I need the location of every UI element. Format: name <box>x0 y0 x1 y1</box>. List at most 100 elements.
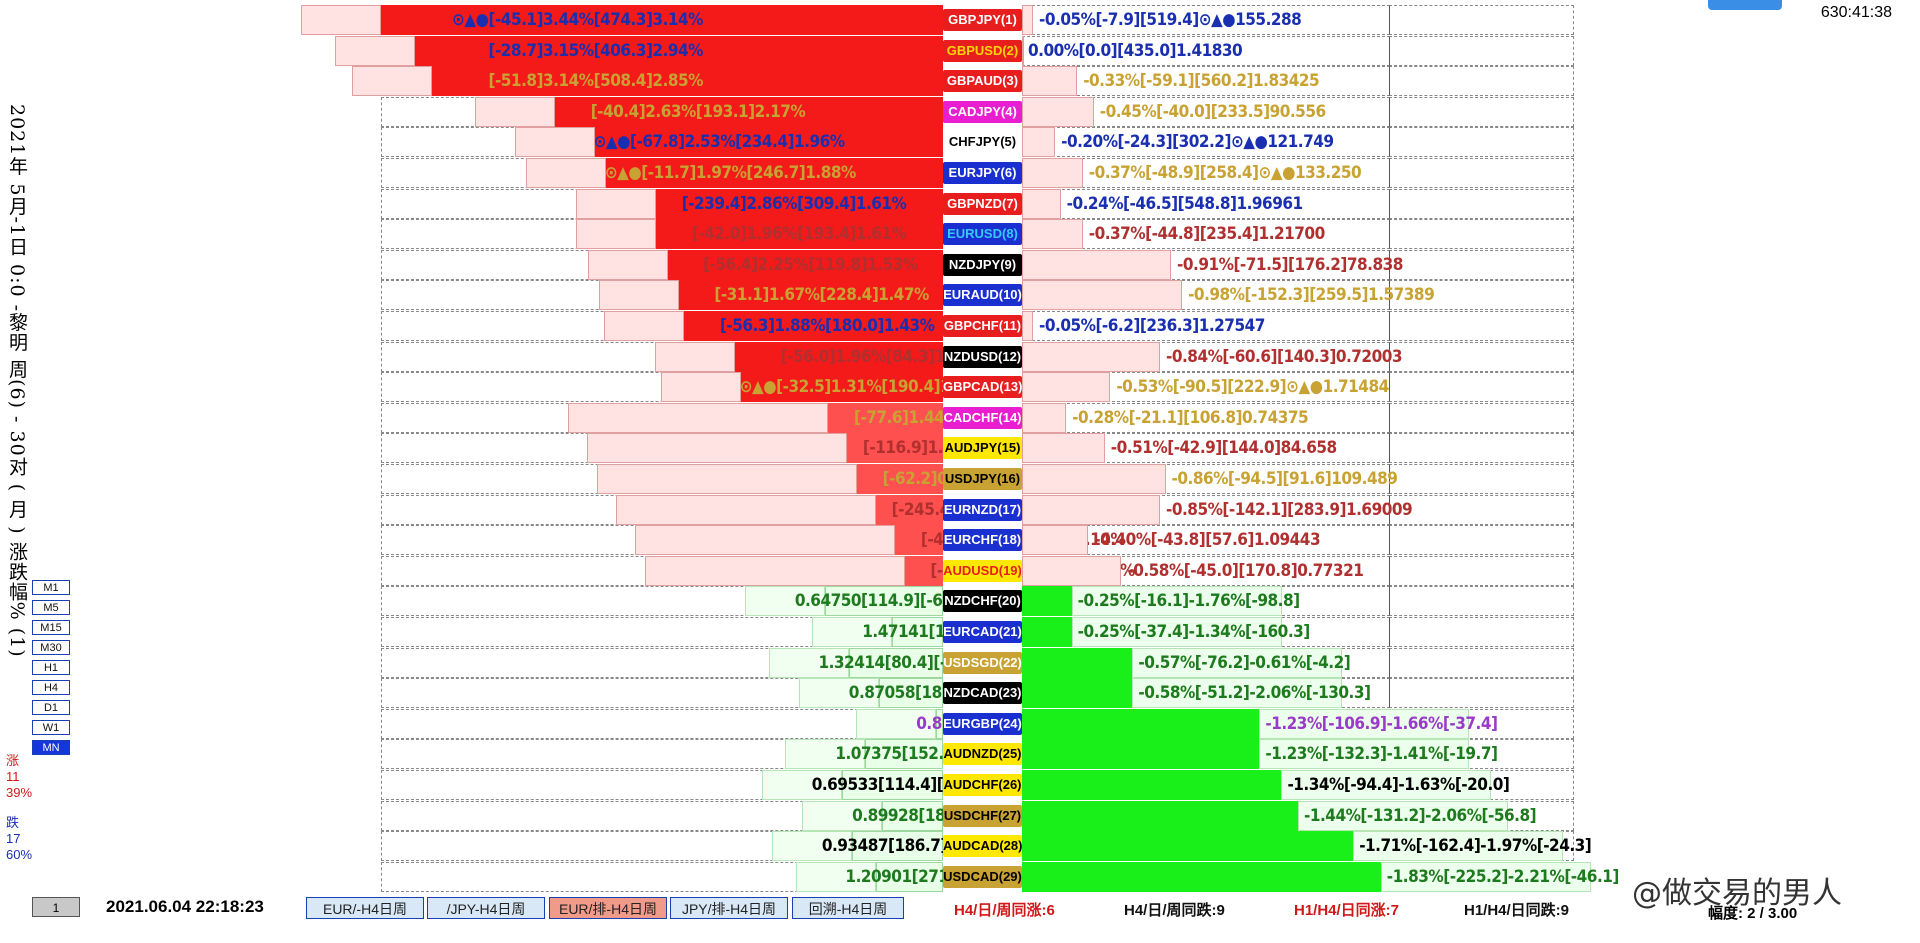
left-bar <box>684 311 943 341</box>
table-row[interactable]: 0.64750[114.9][-62.6]0.96% NZDCHF(20) -0.2… <box>0 586 1920 617</box>
table-row[interactable]: 1.20901[271.3][-68.4]0.56%USDCAD(29)-1.8… <box>0 861 1920 892</box>
right-bar-background <box>1298 800 1508 831</box>
table-row[interactable]: [-28.7]3.15%[406.3]2.94% GBPUSD(2) 0.00%[0… <box>0 35 1920 66</box>
table-row[interactable]: ⊙▲●[-45.1]3.44%[474.3]3.14% GBPJPY(1) -0.0… <box>0 5 1920 35</box>
table-row[interactable]: [-116.9]1.71%[27.1]0.32%AUDJPY(15)-0.51%… <box>0 433 1920 464</box>
table-row[interactable]: 0.85803[144.3][-5.1]0.06%EURGBP(24)-1.23… <box>0 708 1920 739</box>
right-bar <box>1022 280 1183 311</box>
table-row[interactable]: 0.93487[186.7][-73.2]0.77% AUDCAD(28) -1.7… <box>0 831 1920 862</box>
table-row[interactable]: [-56.4]2.25%[119.8]1.53% NZDJPY(9) -0.91%[… <box>0 249 1920 280</box>
timeframe-d1-button[interactable]: D1 <box>32 700 70 715</box>
datetime: 2021.06.04 22:18:23 <box>106 897 264 916</box>
pair-label[interactable]: AUDJPY(15) <box>943 437 1022 460</box>
table-row[interactable]: [-77.6]1.44%[29.2]0.39%CADCHF(14)-0.28%[… <box>0 402 1920 433</box>
pair-label[interactable]: CHFJPY(5) <box>943 131 1022 154</box>
pair-label[interactable]: NZDJPY(9) <box>943 253 1022 276</box>
tab-jpy-rank-h4[interactable]: JPY/排-H4日周 <box>670 897 788 919</box>
pair-label[interactable]: USDCAD(29) <box>943 865 1022 888</box>
table-row[interactable]: 0.87058[181.5][-47.0]0.53%NZDCAD(23)-0.5… <box>0 678 1920 709</box>
right-value-text: -1.83%[-225.2]-2.21%[-46.1] <box>1386 866 1620 887</box>
tab-jpy-h4[interactable]: /JPY-H4日周 <box>427 897 545 919</box>
table-row[interactable]: [-239.4]2.86%[309.4]1.61% GBPNZD(7) -0.24%… <box>0 188 1920 219</box>
left-bar <box>740 372 943 403</box>
left-bar-background <box>812 617 893 647</box>
pair-label[interactable]: CADCHF(14) <box>943 406 1022 429</box>
pair-label[interactable]: EURNZD(17) <box>943 498 1022 521</box>
tab-backtrack-h4[interactable]: 回溯-H4日周 <box>792 897 904 919</box>
right-bar <box>1022 433 1105 464</box>
table-row[interactable]: 1.47141[197.7][-60.9]0.41%EURCAD(21)-0.2… <box>0 617 1920 647</box>
left-bar <box>904 555 943 586</box>
right-bar <box>1022 158 1083 188</box>
page-button[interactable]: 1 <box>32 897 80 917</box>
left-bar-background <box>597 464 857 494</box>
right-value-text: -0.37%[-44.8][235.4]1.21700 <box>1088 224 1326 245</box>
timeframe-w1-button[interactable]: W1 <box>32 720 70 735</box>
down-stat-label: 跌 <box>6 815 20 830</box>
stat-h4-day-week-down: H4/日/周同跌:9 <box>1124 902 1225 919</box>
pair-label[interactable]: AUDUSD(19) <box>943 559 1022 582</box>
pair-label[interactable]: GBPAUD(3) <box>943 70 1022 93</box>
table-row[interactable]: ⊙▲●[-32.5]1.31%[190.4]1.12% GBPCAD(13) -0.… <box>0 372 1920 403</box>
table-row[interactable]: 0.69533[114.4][-59.1]0.84% AUDCHF(26) -1.3… <box>0 770 1920 800</box>
pair-label[interactable]: NZDUSD(12) <box>943 345 1022 368</box>
pair-label[interactable]: EURGBP(24) <box>943 712 1022 735</box>
right-value-text: -0.58%[-45.0][170.8]0.77321 <box>1127 560 1364 581</box>
table-row[interactable]: [-56.3]1.88%[180.0]1.43% GBPCHF(11) -0.05%… <box>0 311 1920 341</box>
table-row[interactable]: [-245.4]1.69%[38.5]0.23%EURNZD(17)-0.85%… <box>0 494 1920 525</box>
left-bar-background <box>616 494 877 525</box>
table-row[interactable]: [-51.8]3.14%[508.4]2.85% GBPAUD(3) -0.33%[… <box>0 66 1920 97</box>
pair-label[interactable]: CADJPY(4) <box>943 100 1022 123</box>
table-row[interactable]: ⊙▲●[-67.8]2.53%[234.4]1.96% CHFJPY(5) -0.2… <box>0 127 1920 158</box>
pair-label[interactable]: AUDCHF(26) <box>943 774 1022 796</box>
pair-label[interactable]: EURUSD(8) <box>943 223 1022 246</box>
table-row[interactable]: [-42.0]1.96%[193.4]1.61% EURUSD(8) -0.37%[… <box>0 219 1920 250</box>
tab-eur-h4[interactable]: EUR/-H4日周 <box>306 897 424 919</box>
timeframe-m15-button[interactable]: M15 <box>32 620 70 635</box>
pair-label[interactable]: USDCHF(27) <box>943 804 1022 827</box>
top-badge[interactable] <box>1708 0 1782 10</box>
timeframe-m5-button[interactable]: M5 <box>32 600 70 615</box>
pair-label[interactable]: EURAUD(10) <box>943 284 1022 307</box>
left-bar-background <box>587 249 668 280</box>
timeframe-h4-button[interactable]: H4 <box>32 680 70 695</box>
left-bar-background <box>660 372 741 403</box>
table-row[interactable]: 1.32414[80.4][-103.8]0.78% USDSGD(22) -0.5… <box>0 647 1920 678</box>
pair-label[interactable]: GBPNZD(7) <box>943 192 1022 215</box>
table-row[interactable]: ⊙▲●[-11.7]1.97%[246.7]1.88% EURJPY(6) -0.3… <box>0 158 1920 188</box>
right-bar <box>1022 647 1133 678</box>
timeframe-m30-button[interactable]: M30 <box>32 640 70 655</box>
table-row[interactable]: [-31.1]1.67%[228.4]1.47% EURAUD(10) -0.98%… <box>0 280 1920 311</box>
pair-label[interactable]: NZDCHF(20) <box>943 590 1022 613</box>
pair-label[interactable]: AUDCAD(28) <box>943 835 1022 858</box>
pair-label[interactable]: GBPCAD(13) <box>943 376 1022 399</box>
pair-label[interactable]: USDSGD(22) <box>943 651 1022 674</box>
right-bar <box>1022 861 1381 892</box>
table-row[interactable]: [-40.4]2.63%[193.1]2.17% CADJPY(4) -0.45%[… <box>0 96 1920 127</box>
table-row[interactable]: 1.07375[152.0][-69.5]0.65%AUDNZD(25)-1.2… <box>0 739 1920 770</box>
right-extra-cell <box>1389 66 1574 97</box>
table-row[interactable]: [-62.2]0.84%[29.4]0.27%USDJPY(16)-0.86%[… <box>0 464 1920 494</box>
pair-label[interactable]: AUDNZD(25) <box>943 743 1022 766</box>
timeframe-m1-button[interactable]: M1 <box>32 580 70 595</box>
pair-label[interactable]: EURCAD(21) <box>943 621 1022 643</box>
timeframe-mn-button[interactable]: MN <box>32 740 70 755</box>
table-row[interactable]: [-161.1]2.21%[9.7]0.13%AUDUSD(19)-0.58%[… <box>0 555 1920 586</box>
pair-label[interactable]: NZDCAD(23) <box>943 682 1022 705</box>
left-bar <box>828 402 943 433</box>
table-row[interactable]: 0.89928[188.0][-46.4]0.51%USDCHF(27)-1.4… <box>0 800 1920 831</box>
clock: 630:41:38 <box>1820 4 1892 21</box>
right-value-text: -0.53%[-90.5][222.9]⊙▲●1.71484 <box>1116 377 1389 398</box>
left-bar-background <box>771 831 852 862</box>
table-row[interactable]: [-56.0]1.96%[84.3]1.17% NZDUSD(12) -0.84%[… <box>0 341 1920 372</box>
table-row[interactable]: [-42.6]0.53%[15.0]0.14%EURCHF(18)-0.40%[… <box>0 525 1920 556</box>
pair-label[interactable]: EURCHF(18) <box>943 529 1022 552</box>
tab-eur-rank-h4[interactable]: EUR/排-H4日周 <box>549 897 667 919</box>
pair-label[interactable]: GBPCHF(11) <box>943 315 1022 337</box>
timeframe-h1-button[interactable]: H1 <box>32 660 70 675</box>
pair-label[interactable]: GBPUSD(2) <box>943 39 1022 62</box>
left-bar <box>678 280 943 311</box>
pair-label[interactable]: USDJPY(16) <box>943 468 1022 490</box>
pair-label[interactable]: EURJPY(6) <box>943 162 1022 184</box>
pair-label[interactable]: GBPJPY(1) <box>943 9 1022 31</box>
